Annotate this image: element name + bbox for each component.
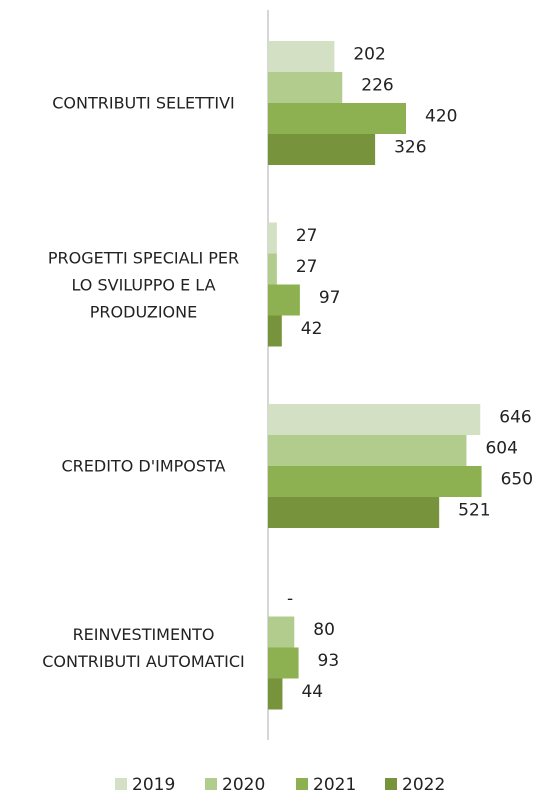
category-label: CONTRIBUTI SELETTIVI (52, 93, 235, 113)
value-label: 27 (296, 226, 318, 246)
legend-label: 2019 (132, 775, 175, 795)
legend-label: 2020 (222, 775, 265, 795)
bar (268, 284, 300, 316)
legend-swatch (385, 778, 397, 790)
category-label: REINVESTIMENTO CONTRIBUTI AUTOMATICI (42, 624, 245, 671)
bar (268, 253, 277, 285)
value-label: 80 (313, 620, 335, 640)
bar (268, 497, 440, 528)
bar (268, 315, 282, 347)
legend-swatch (115, 778, 127, 790)
legend-swatch (296, 778, 308, 790)
bar (268, 435, 467, 466)
value-label: 27 (296, 257, 318, 277)
value-label: 226 (361, 76, 393, 96)
bar (268, 404, 481, 435)
value-label: 44 (301, 682, 323, 702)
bar (268, 41, 335, 72)
bar (268, 616, 295, 648)
bar (268, 647, 299, 679)
value-label: - (287, 589, 293, 609)
category-label: PROGETTI SPECIALI PER LO SVILUPPO E LA P… (47, 248, 240, 321)
value-label: 521 (458, 501, 490, 521)
value-label: 420 (425, 107, 457, 127)
bar (268, 222, 277, 254)
bar (268, 103, 406, 134)
category-label: CREDITO D'IMPOSTA (61, 456, 226, 476)
value-label: 650 (501, 470, 533, 490)
legend-label: 2022 (402, 775, 445, 795)
value-label: 42 (301, 319, 323, 339)
value-label: 93 (318, 651, 340, 671)
legend-label: 2021 (313, 775, 356, 795)
bar (268, 72, 343, 103)
value-label: 202 (353, 45, 385, 65)
bar (268, 678, 283, 710)
bar (268, 134, 376, 165)
value-label: 646 (499, 408, 531, 428)
legend-swatch (205, 778, 217, 790)
value-label: 326 (394, 138, 426, 158)
value-label: 604 (485, 439, 517, 459)
value-label: 97 (319, 288, 341, 308)
bar (268, 466, 482, 497)
